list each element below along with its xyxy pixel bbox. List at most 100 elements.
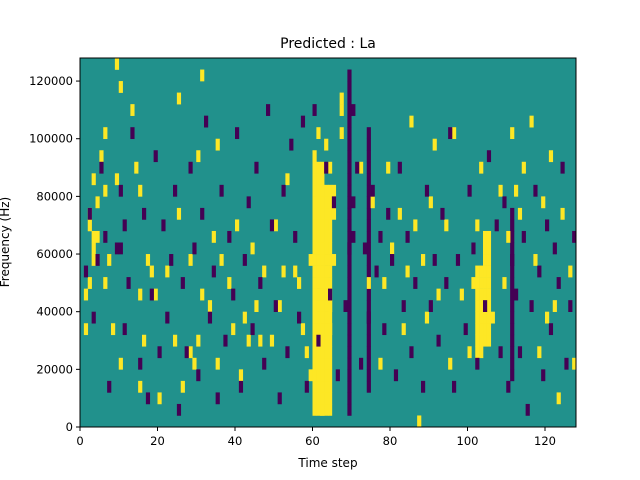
heatmap-cell-high: [328, 265, 333, 278]
heatmap-cell-low: [413, 277, 418, 289]
x-tick-label: 40: [228, 434, 243, 448]
heatmap-cell-high: [324, 196, 329, 209]
heatmap-cell-low: [347, 277, 352, 289]
heatmap-cell-low: [475, 357, 480, 370]
heatmap-cell-low: [169, 254, 174, 266]
heatmap-cell-high: [312, 380, 317, 393]
heatmap-cell-low: [235, 127, 240, 140]
heatmap-cell-high: [320, 207, 325, 220]
heatmap-cell-high: [297, 277, 302, 289]
heatmap-cell-low: [347, 300, 352, 312]
heatmap-cell-high: [498, 184, 503, 197]
heatmap-cell-low: [347, 127, 352, 140]
heatmap-cell-high: [285, 173, 290, 186]
y-tick-label: 0: [66, 420, 73, 434]
heatmap-cell-low: [347, 219, 352, 232]
heatmap-cell-low: [366, 300, 371, 312]
heatmap-cell-high: [300, 323, 306, 336]
heatmap-cell-high: [165, 265, 170, 278]
heatmap-cell-low: [510, 346, 515, 359]
heatmap-cell-high: [483, 288, 488, 301]
heatmap-cell-high: [428, 196, 433, 209]
x-tick-label: 20: [150, 434, 165, 448]
heatmap-cell-high: [514, 184, 519, 197]
heatmap-cell-high: [118, 357, 123, 370]
x-axis: 0 20 40 60 80 100 120: [76, 427, 556, 448]
heatmap-cell-low: [118, 242, 123, 255]
heatmap-cell-high: [324, 346, 329, 359]
heatmap-cell-high: [324, 403, 329, 416]
heatmap-cell-low: [510, 254, 515, 266]
heatmap-cell-high: [114, 173, 120, 186]
heatmap-cell-low: [510, 277, 515, 289]
y-tick-label: 40000: [36, 305, 73, 319]
heatmap-cell-low: [510, 230, 515, 243]
heatmap-cell-low: [347, 104, 352, 116]
heatmap-cell-low: [366, 311, 371, 324]
heatmap-cell-high: [339, 127, 344, 140]
heatmap-cell-high: [138, 380, 143, 393]
heatmap-cell-high: [328, 242, 333, 255]
heatmap-cell-low: [347, 334, 352, 347]
heatmap-cell-low: [118, 184, 123, 197]
heatmap-cell-low: [366, 230, 371, 243]
heatmap-cell-high: [269, 334, 275, 347]
heatmap-cell-low: [273, 300, 278, 312]
heatmap-cell-low: [397, 161, 402, 174]
heatmap-cell-low: [138, 357, 143, 370]
heatmap-cell-low: [428, 300, 433, 312]
heatmap-cell-low: [351, 196, 356, 209]
heatmap-cell-low: [366, 150, 371, 163]
heatmap-cell-high: [324, 265, 329, 278]
heatmap-cell-high: [328, 161, 333, 174]
heatmap-cell-low: [378, 230, 383, 243]
heatmap-cell-high: [312, 265, 317, 278]
heatmap-cell-high: [176, 207, 182, 220]
heatmap-cell-low: [370, 184, 375, 197]
heatmap-cell-low: [176, 403, 182, 416]
heatmap-cell-high: [324, 184, 329, 197]
heatmap-cell-low: [510, 265, 515, 278]
heatmap-cell-low: [374, 265, 379, 278]
heatmap-cell-low: [347, 323, 352, 336]
heatmap-cell-high: [479, 334, 484, 347]
heatmap-cell-high: [328, 346, 333, 359]
y-tick-label: 60000: [36, 247, 73, 261]
heatmap-cell-high: [475, 311, 480, 324]
heatmap-cell-low: [99, 161, 104, 174]
heatmap-cell-low: [126, 277, 131, 289]
heatmap-cell-high: [316, 230, 321, 243]
heatmap-cell-high: [521, 161, 526, 174]
heatmap-cell-high: [328, 184, 333, 197]
heatmap-cell-high: [483, 230, 488, 243]
heatmap-cell-low: [506, 380, 511, 393]
heatmap-cell-low: [95, 254, 100, 266]
heatmap-cell-low: [366, 173, 371, 186]
heatmap-cell-high: [312, 196, 317, 209]
heatmap-cells: [83, 58, 577, 428]
heatmap-cell-low: [347, 369, 352, 382]
heatmap-cell-low: [424, 184, 430, 197]
heatmap-cell-high: [320, 403, 325, 416]
heatmap-cell-low: [366, 254, 371, 266]
heatmap-cell-high: [568, 265, 573, 278]
heatmap-cell-high: [475, 346, 480, 359]
heatmap-cell-low: [382, 323, 387, 336]
heatmap-cell-high: [95, 230, 100, 243]
heatmap-cell-high: [339, 104, 344, 116]
heatmap-cell-low: [91, 311, 96, 324]
heatmap-cell-low: [83, 265, 89, 278]
heatmap-cell-low: [510, 288, 515, 301]
heatmap-cell-low: [366, 207, 371, 220]
heatmap-cell-high: [320, 357, 325, 370]
heatmap-cell-high: [452, 127, 457, 140]
heatmap-cell-high: [479, 265, 484, 278]
heatmap-cell-low: [258, 277, 263, 289]
heatmap-cell-high: [196, 150, 201, 163]
heatmap-cell-high: [486, 323, 492, 336]
heatmap-cell-low: [432, 254, 437, 266]
heatmap-cell-high: [397, 207, 402, 220]
heatmap-cell-high: [560, 207, 565, 220]
heatmap-cell-high: [436, 288, 441, 301]
heatmap-cell-high: [448, 357, 453, 370]
